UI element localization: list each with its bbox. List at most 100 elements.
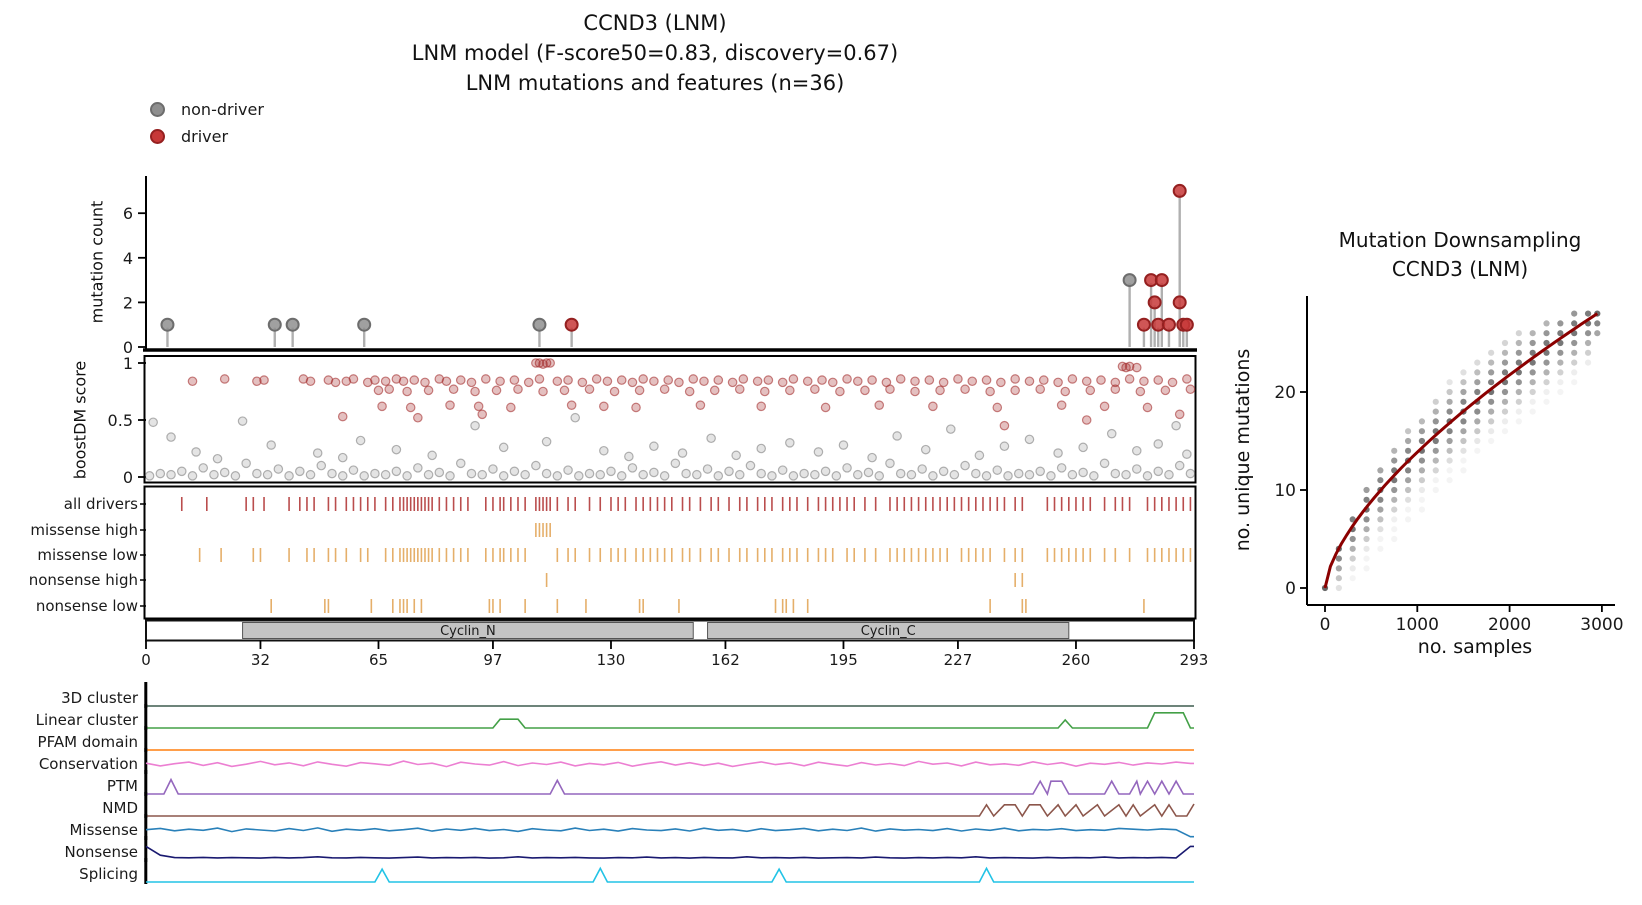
downsampling-dot: [1488, 359, 1495, 366]
score-dot-non-driver: [166, 432, 176, 442]
downsampling-dot: [1515, 408, 1522, 415]
score-dot-driver: [688, 374, 699, 384]
downsampling-dot: [1418, 457, 1426, 464]
svg-text:missense high: missense high: [30, 521, 138, 539]
score-dot-driver: [448, 384, 459, 395]
score-dot-non-driver: [999, 441, 1010, 452]
score-dot-driver: [577, 377, 588, 388]
downsampling-dot: [1488, 369, 1495, 376]
lollipop-head: [1122, 273, 1137, 288]
downsampling-dot: [1515, 330, 1522, 337]
downsampling-dot: [1474, 408, 1481, 415]
score-dot-driver: [1010, 385, 1020, 396]
downsampling-dot: [1557, 320, 1564, 327]
downsampling-dot: [1404, 516, 1412, 523]
downsampling-dot: [1474, 447, 1481, 454]
score-dot-driver: [523, 377, 534, 388]
downsampling-dot: [1432, 486, 1439, 494]
downsampling-dot: [1515, 339, 1522, 347]
legend-item-driver: driver: [150, 123, 264, 150]
track-line-5: [146, 803, 1195, 818]
score-dot-driver: [252, 376, 262, 387]
score-dot-non-driver: [606, 466, 616, 477]
downsampling-dot: [1571, 320, 1578, 327]
downsampling-dot: [1474, 359, 1481, 366]
score-dot-driver: [1131, 362, 1142, 373]
downsampling-dot: [1349, 555, 1356, 562]
score-dot-driver: [1124, 374, 1135, 384]
score-dot-non-driver: [810, 469, 820, 480]
downsampling-dot: [1349, 545, 1356, 552]
score-dot-non-driver: [756, 468, 767, 479]
score-dot-driver: [445, 400, 455, 410]
score-dot-driver: [477, 409, 488, 420]
score-dot-driver: [1024, 376, 1035, 387]
score-dot-non-driver: [895, 468, 906, 479]
score-dot-non-driver: [1003, 471, 1013, 481]
downsampling-dot: [1501, 339, 1509, 347]
score-dot-non-driver: [466, 468, 477, 479]
score-dot-driver: [631, 402, 641, 413]
downsampling-dot: [1529, 359, 1536, 366]
downsampling-dot: [1501, 388, 1509, 396]
score-dot-non-driver: [1067, 469, 1078, 480]
score-dot-driver: [441, 376, 452, 387]
downsampling-dot: [1488, 418, 1495, 425]
score-dot-non-driver: [498, 471, 509, 481]
score-dot-non-driver: [885, 458, 895, 469]
svg-text:3D cluster: 3D cluster: [61, 689, 139, 707]
score-dot-non-driver: [928, 471, 938, 481]
score-dot-non-driver: [1131, 464, 1142, 474]
svg-text:260: 260: [1062, 651, 1091, 669]
downsampling-dot: [1446, 437, 1453, 445]
score-dot-non-driver: [541, 436, 552, 447]
score-dot-driver: [999, 420, 1010, 431]
score-dot-driver: [559, 385, 570, 396]
svg-text:nonsense high: nonsense high: [29, 571, 138, 589]
score-dot-driver: [785, 385, 795, 396]
score-dot-driver: [599, 401, 609, 412]
score-dot-driver: [473, 401, 484, 412]
score-dot-driver: [1053, 377, 1063, 388]
downsampling-dot: [1529, 339, 1536, 347]
lollipop-head: [1161, 317, 1176, 332]
score-dot-non-driver: [838, 440, 849, 450]
downsampling-dot: [1404, 447, 1412, 454]
downsampling-dot: [1460, 467, 1467, 474]
score-dot-driver: [1096, 375, 1106, 385]
downsampling-dot: [1377, 506, 1384, 513]
score-dot-driver: [563, 375, 573, 385]
score-dot-non-driver: [670, 458, 681, 469]
ticks-panel: [143, 485, 1197, 620]
score-dot-driver: [348, 374, 359, 384]
score-dot-non-driver: [295, 466, 305, 477]
score-dot-non-driver: [842, 463, 852, 473]
score-dot-driver: [709, 385, 720, 396]
downsampling-dot: [1391, 506, 1398, 513]
score-dot-driver: [1135, 386, 1146, 397]
svg-text:Cyclin_C: Cyclin_C: [861, 624, 916, 639]
downsampling-dot: [1460, 447, 1467, 454]
score-dot-non-driver: [624, 451, 634, 462]
downsampling-dot: [1446, 457, 1453, 464]
downsampling-dot: [1377, 535, 1384, 543]
score-dot-non-driver: [1131, 445, 1142, 456]
score-dot-non-driver: [1121, 469, 1131, 480]
score-dot-non-driver: [1035, 466, 1045, 477]
score-dot-driver: [602, 376, 613, 387]
downsampling-dot: [1543, 320, 1550, 327]
downsampling-dot: [1377, 516, 1384, 523]
downsampling-dot: [1432, 467, 1439, 474]
score-dot-non-driver: [1110, 468, 1121, 479]
downsampling-dot: [1543, 359, 1550, 366]
downsampling-dot: [1488, 379, 1495, 386]
score-dot-non-driver: [1153, 439, 1164, 449]
score-dot-non-driver: [1142, 471, 1153, 481]
score-dot-non-driver: [692, 469, 702, 480]
score-dot-driver: [1124, 361, 1135, 372]
lollipop-head: [285, 317, 300, 332]
score-dot-non-driver: [949, 469, 960, 480]
domain-Cyclin_C: [707, 622, 1070, 639]
downsampling-dot: [1474, 418, 1481, 425]
score-dot-driver: [552, 376, 563, 387]
